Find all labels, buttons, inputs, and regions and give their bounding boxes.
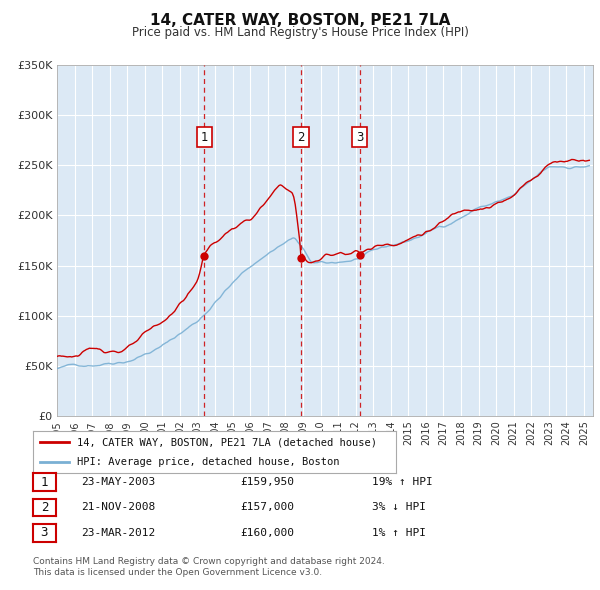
Text: 2: 2	[297, 130, 305, 143]
Text: £157,000: £157,000	[240, 503, 294, 512]
Text: 1: 1	[41, 476, 48, 489]
Text: £159,950: £159,950	[240, 477, 294, 487]
Text: 21-NOV-2008: 21-NOV-2008	[81, 503, 155, 512]
Text: 2: 2	[41, 501, 48, 514]
Text: 1: 1	[200, 130, 208, 143]
Text: £160,000: £160,000	[240, 528, 294, 537]
Text: 3: 3	[356, 130, 363, 143]
Text: This data is licensed under the Open Government Licence v3.0.: This data is licensed under the Open Gov…	[33, 568, 322, 577]
Text: Contains HM Land Registry data © Crown copyright and database right 2024.: Contains HM Land Registry data © Crown c…	[33, 558, 385, 566]
Text: 14, CATER WAY, BOSTON, PE21 7LA: 14, CATER WAY, BOSTON, PE21 7LA	[150, 13, 450, 28]
Text: HPI: Average price, detached house, Boston: HPI: Average price, detached house, Bost…	[77, 457, 339, 467]
Text: 1% ↑ HPI: 1% ↑ HPI	[372, 528, 426, 537]
Text: 14, CATER WAY, BOSTON, PE21 7LA (detached house): 14, CATER WAY, BOSTON, PE21 7LA (detache…	[77, 437, 377, 447]
Text: 19% ↑ HPI: 19% ↑ HPI	[372, 477, 433, 487]
Text: 23-MAY-2003: 23-MAY-2003	[81, 477, 155, 487]
Text: 3: 3	[41, 526, 48, 539]
Text: 23-MAR-2012: 23-MAR-2012	[81, 528, 155, 537]
Text: 3% ↓ HPI: 3% ↓ HPI	[372, 503, 426, 512]
Text: Price paid vs. HM Land Registry's House Price Index (HPI): Price paid vs. HM Land Registry's House …	[131, 26, 469, 39]
